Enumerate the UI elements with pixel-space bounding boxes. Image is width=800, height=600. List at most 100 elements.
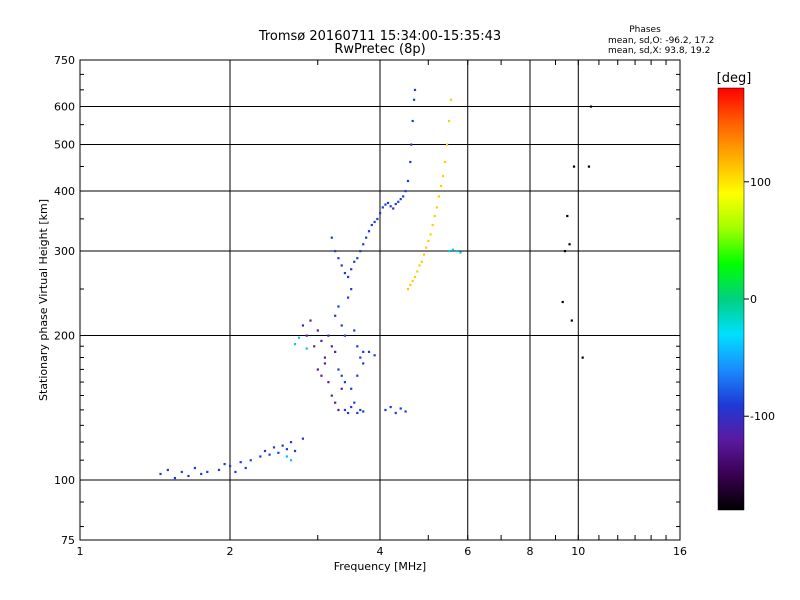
data-point [563, 250, 567, 253]
data-point [316, 329, 319, 332]
data-point [272, 446, 276, 449]
data-point [320, 374, 323, 377]
data-point [429, 233, 432, 236]
data-point [316, 368, 319, 371]
data-point [334, 314, 337, 317]
data-point [409, 160, 412, 164]
data-point [343, 334, 347, 337]
data-point [413, 275, 417, 279]
data-points [159, 88, 593, 480]
x-axis-label: Frequency [MHz] [334, 560, 426, 573]
data-point [386, 201, 390, 205]
data-point [568, 243, 571, 246]
data-point [416, 270, 419, 273]
colorbar-tick-label: 100 [750, 176, 771, 189]
data-point [320, 339, 323, 343]
data-point [180, 470, 183, 474]
data-point [346, 275, 350, 279]
colorbar-tick-label: -100 [750, 410, 775, 423]
data-point [293, 343, 297, 346]
colorbar-ticks: 100 0 -100 [744, 176, 775, 423]
data-point [402, 195, 405, 198]
data-point [343, 381, 347, 384]
data-point [394, 202, 397, 206]
data-point [411, 119, 414, 123]
data-point [356, 411, 359, 415]
data-point [301, 437, 305, 440]
y-axis-label: Stationary phase Virtual Height [km] [37, 199, 50, 401]
data-point [447, 119, 451, 123]
data-point [365, 236, 368, 239]
data-point [404, 190, 407, 193]
data-point [313, 345, 316, 348]
data-point [327, 334, 330, 337]
data-point [397, 200, 400, 203]
data-point [370, 223, 373, 227]
data-point [359, 356, 362, 359]
data-point [384, 203, 387, 206]
data-point [422, 253, 426, 256]
data-point [420, 260, 423, 263]
data-point [350, 268, 353, 271]
x-tick-label: 1 [77, 545, 84, 558]
data-point [334, 401, 337, 404]
data-point [394, 411, 397, 415]
data-point [459, 251, 462, 254]
data-point [343, 271, 347, 275]
data-point [437, 195, 441, 198]
data-point [323, 362, 327, 365]
data-point [259, 455, 262, 458]
chart-title: Tromsø 20160711 15:34:00-15:35:43 [258, 29, 501, 44]
data-point [350, 405, 353, 409]
data-point [340, 324, 343, 327]
data-point [561, 300, 564, 304]
data-point [330, 394, 333, 397]
data-point [427, 239, 430, 243]
y-tick-label: 600 [54, 101, 75, 114]
x-tick-label: 6 [464, 545, 471, 558]
data-point [356, 345, 359, 348]
data-point [449, 98, 453, 101]
data-point [229, 464, 232, 468]
y-tick-label: 400 [54, 185, 75, 198]
data-point [455, 250, 458, 253]
y-tick-label: 75 [61, 534, 75, 547]
data-point [301, 324, 305, 327]
data-point [277, 451, 280, 454]
data-point [439, 184, 443, 188]
data-point [389, 405, 392, 409]
phases-heading: Phases [629, 25, 661, 35]
data-point [330, 345, 333, 348]
data-point [293, 449, 297, 453]
phases-x-stats: mean, sd,X: 93.8, 19.2 [608, 46, 710, 56]
data-point [268, 453, 271, 456]
data-point [289, 441, 293, 444]
data-point [353, 401, 356, 404]
colorbar-label: [deg] [717, 71, 752, 86]
data-point [443, 160, 447, 164]
data-point [353, 329, 356, 332]
data-point [362, 410, 365, 413]
colorbar [717, 87, 745, 511]
data-point [367, 230, 371, 233]
y-tick-label: 100 [54, 474, 75, 487]
data-point [373, 354, 376, 357]
data-point [572, 165, 576, 168]
data-point [309, 319, 312, 322]
data-point [570, 319, 573, 322]
data-point [566, 214, 569, 218]
data-point [346, 411, 350, 415]
data-point [356, 374, 359, 377]
data-point [389, 205, 392, 208]
data-point [239, 461, 242, 464]
data-point [337, 257, 340, 260]
data-point [285, 455, 288, 458]
data-point [159, 472, 162, 476]
data-point [297, 336, 301, 339]
y-tick-label: 500 [54, 139, 75, 152]
data-point [327, 381, 330, 384]
y-tick-label: 750 [54, 54, 75, 67]
data-point [289, 459, 293, 462]
data-point [447, 250, 451, 253]
chart-subtitle: RwPretec (8p) [334, 42, 425, 57]
